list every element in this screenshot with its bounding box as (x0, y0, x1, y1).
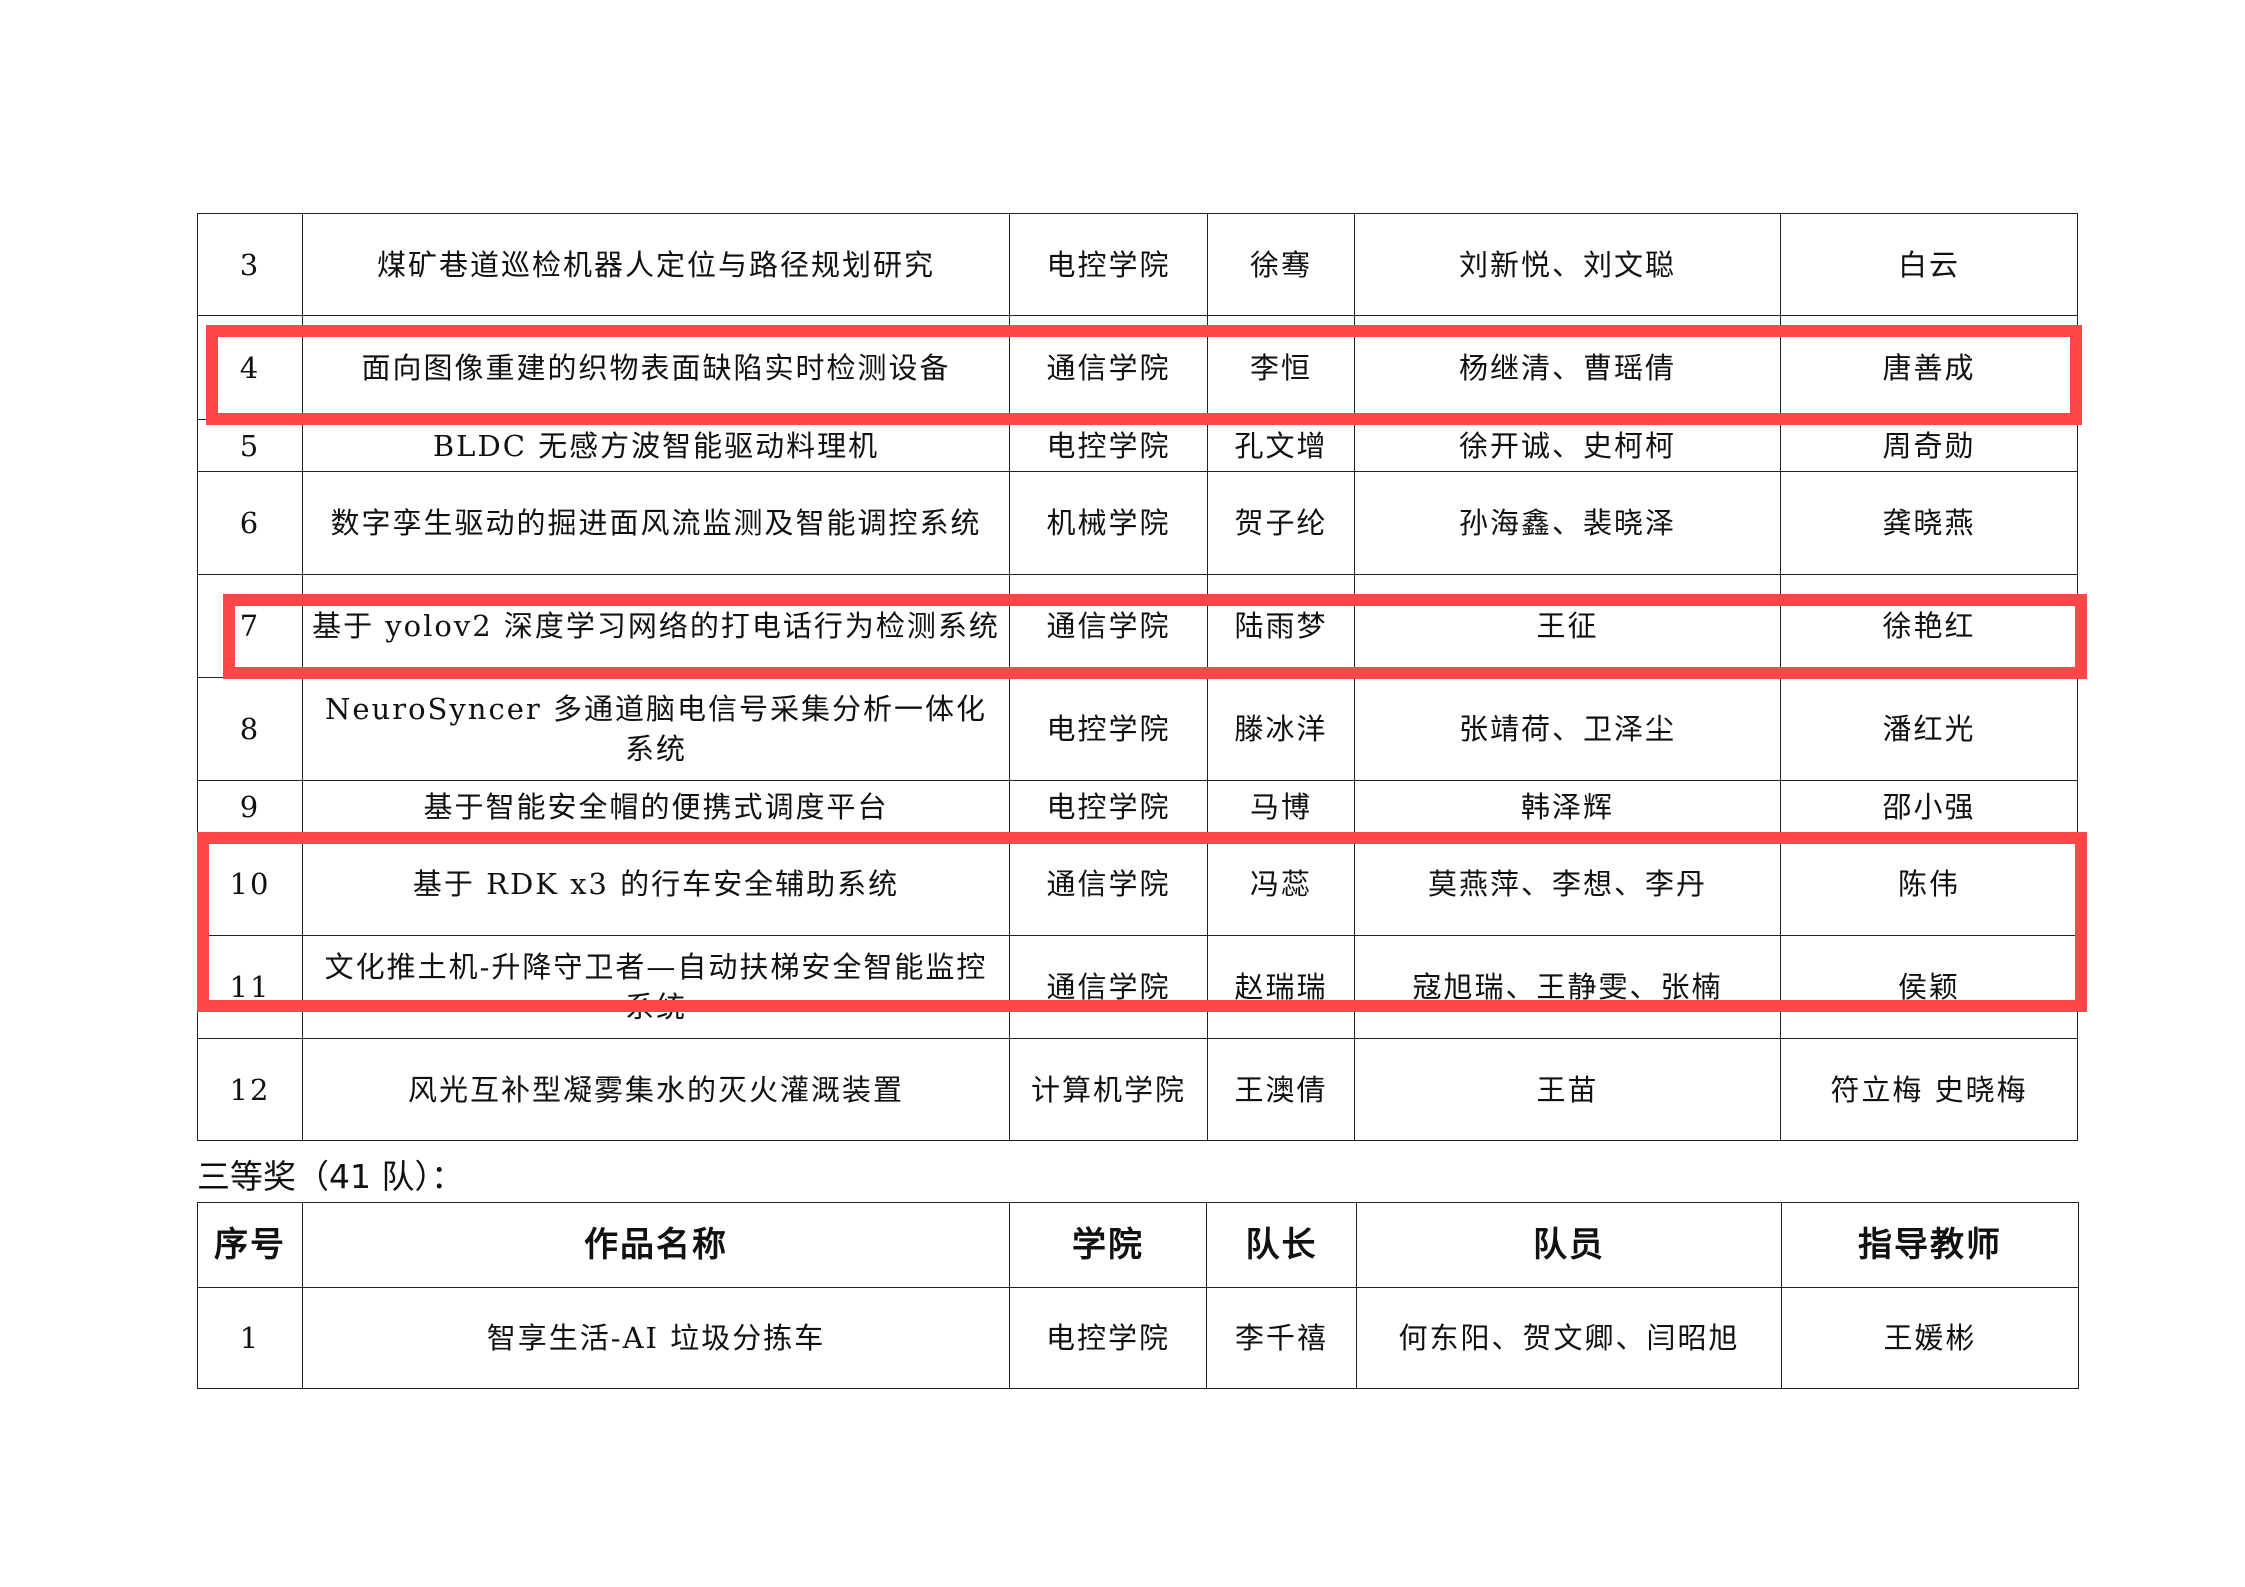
third-prize-heading: 三等奖（41 队）： (197, 1157, 464, 1196)
cell-members: 刘新悦、刘文聪 (1354, 213, 1781, 316)
cell-no: 6 (197, 471, 303, 575)
cell-title: 文化推土机-升降守卫者—自动扶梯安全智能监控系统 (302, 935, 1010, 1039)
cell-leader: 徐骞 (1207, 213, 1355, 316)
cell-members: 王苗 (1354, 1038, 1781, 1141)
cell-members: 孙海鑫、裴晓泽 (1354, 471, 1781, 575)
table-row: 12 风光互补型凝雾集水的灭火灌溉装置 计算机学院 王澳倩 王苗 符立梅 史晓梅 (197, 1038, 2078, 1141)
cell-college: 电控学院 (1009, 780, 1208, 833)
header-no: 序号 (197, 1202, 303, 1288)
cell-advisor: 潘红光 (1780, 677, 2078, 781)
header-college: 学院 (1009, 1202, 1207, 1288)
cell-advisor: 王媛彬 (1781, 1287, 2079, 1389)
cell-title: 风光互补型凝雾集水的灭火灌溉装置 (302, 1038, 1010, 1141)
header-advisor: 指导教师 (1781, 1202, 2079, 1288)
cell-leader: 陆雨梦 (1207, 574, 1355, 678)
cell-advisor: 周奇勋 (1780, 419, 2078, 472)
cell-college: 通信学院 (1009, 574, 1208, 678)
cell-college: 电控学院 (1009, 677, 1208, 781)
header-leader: 队长 (1206, 1202, 1357, 1288)
cell-leader: 马博 (1207, 780, 1355, 833)
cell-advisor: 符立梅 史晓梅 (1780, 1038, 2078, 1141)
cell-college: 通信学院 (1009, 832, 1208, 936)
cell-advisor: 侯颖 (1780, 935, 2078, 1039)
cell-members: 徐开诚、史柯柯 (1354, 419, 1781, 472)
cell-title: 数字孪生驱动的掘进面风流监测及智能调控系统 (302, 471, 1010, 575)
cell-no: 10 (197, 832, 303, 936)
cell-leader: 滕冰洋 (1207, 677, 1355, 781)
table-row: 5 BLDC 无感方波智能驱动料理机 电控学院 孔文增 徐开诚、史柯柯 周奇勋 (197, 419, 2078, 472)
cell-title: 基于 RDK x3 的行车安全辅助系统 (302, 832, 1010, 936)
cell-leader: 孔文增 (1207, 419, 1355, 472)
cell-no: 12 (197, 1038, 303, 1141)
cell-advisor: 陈伟 (1780, 832, 2078, 936)
cell-advisor: 徐艳红 (1780, 574, 2078, 678)
cell-college: 电控学院 (1009, 419, 1208, 472)
cell-no: 9 (197, 780, 303, 833)
third-prize-table: 序号 作品名称 学院 队长 队员 指导教师 1 智享生活-AI 垃圾分拣车 电控学院… (197, 1202, 2079, 1389)
cell-leader: 冯蕊 (1207, 832, 1355, 936)
cell-leader: 贺子纶 (1207, 471, 1355, 575)
cell-leader: 李千禧 (1206, 1287, 1357, 1389)
cell-title: 智享生活-AI 垃圾分拣车 (302, 1287, 1010, 1389)
cell-no: 11 (197, 935, 303, 1039)
cell-no: 1 (197, 1287, 303, 1389)
cell-advisor: 白云 (1780, 213, 2078, 316)
highlight-box-row-4 (206, 325, 2082, 425)
table-header-row: 序号 作品名称 学院 队长 队员 指导教师 (197, 1202, 2079, 1288)
header-members: 队员 (1356, 1202, 1782, 1288)
cell-college: 计算机学院 (1009, 1038, 1208, 1141)
cell-members: 莫燕萍、李想、李丹 (1354, 832, 1781, 936)
cell-members: 寇旭瑞、王静雯、张楠 (1354, 935, 1781, 1039)
cell-members: 韩泽辉 (1354, 780, 1781, 833)
cell-no: 5 (197, 419, 303, 472)
cell-title: NeuroSyncer 多通道脑电信号采集分析一体化系统 (302, 677, 1010, 781)
cell-advisor: 邵小强 (1780, 780, 2078, 833)
table-row: 10 基于 RDK x3 的行车安全辅助系统 通信学院 冯蕊 莫燕萍、李想、李丹 陈伟 (197, 832, 2078, 936)
highlight-box-row-7 (223, 594, 2087, 679)
table-row: 11 文化推土机-升降守卫者—自动扶梯安全智能监控系统 通信学院 赵瑞瑞 寇旭瑞、王静雯… (197, 935, 2078, 1039)
cell-college: 通信学院 (1009, 935, 1208, 1039)
table-row: 3 煤矿巷道巡检机器人定位与路径规划研究 电控学院 徐骞 刘新悦、刘文聪 白云 (197, 213, 2078, 316)
cell-no: 3 (197, 213, 303, 316)
cell-leader: 王澳倩 (1207, 1038, 1355, 1141)
table-row: 1 智享生活-AI 垃圾分拣车 电控学院 李千禧 何东阳、贺文卿、闫昭旭 王媛彬 (197, 1287, 2079, 1389)
cell-leader: 赵瑞瑞 (1207, 935, 1355, 1039)
highlight-box-rows-10-11 (197, 832, 2087, 1012)
cell-title: 基于智能安全帽的便携式调度平台 (302, 780, 1010, 833)
cell-no: 8 (197, 677, 303, 781)
cell-members: 何东阳、贺文卿、闫昭旭 (1356, 1287, 1782, 1389)
header-title: 作品名称 (302, 1202, 1010, 1288)
table-row: 6 数字孪生驱动的掘进面风流监测及智能调控系统 机械学院 贺子纶 孙海鑫、裴晓泽 龚晓燕 (197, 471, 2078, 575)
cell-advisor: 龚晓燕 (1780, 471, 2078, 575)
cell-no: 7 (197, 574, 303, 678)
award-table-continued: 3 煤矿巷道巡检机器人定位与路径规划研究 电控学院 徐骞 刘新悦、刘文聪 白云 4 面向图像重… (197, 213, 2078, 1141)
table-row: 8 NeuroSyncer 多通道脑电信号采集分析一体化系统 电控学院 滕冰洋 张靖荷、… (197, 677, 2078, 781)
cell-title: BLDC 无感方波智能驱动料理机 (302, 419, 1010, 472)
cell-title: 煤矿巷道巡检机器人定位与路径规划研究 (302, 213, 1010, 316)
cell-college: 电控学院 (1009, 213, 1208, 316)
cell-college: 电控学院 (1009, 1287, 1207, 1389)
cell-college: 机械学院 (1009, 471, 1208, 575)
cell-members: 张靖荷、卫泽尘 (1354, 677, 1781, 781)
table-row: 9 基于智能安全帽的便携式调度平台 电控学院 马博 韩泽辉 邵小强 (197, 780, 2078, 833)
